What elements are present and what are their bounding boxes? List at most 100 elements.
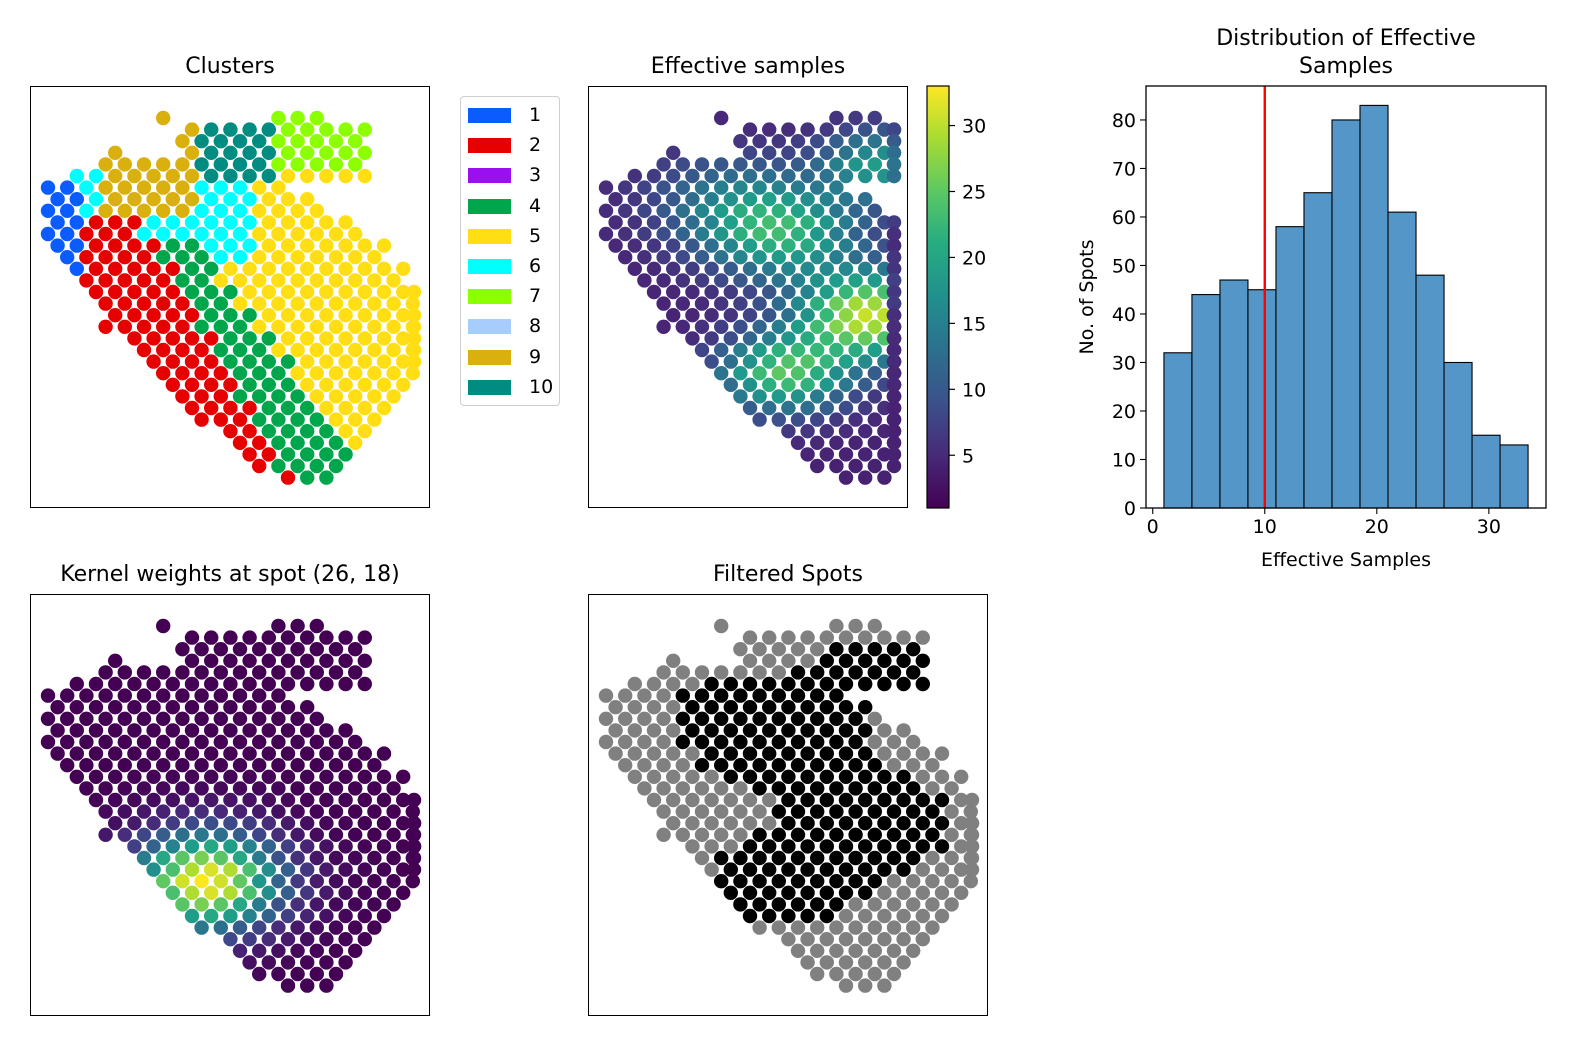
cluster-spot	[127, 331, 142, 346]
filtered-spot	[608, 700, 623, 715]
effective-spot	[608, 192, 623, 207]
filtered-spot	[675, 758, 690, 773]
cluster-spot	[194, 412, 209, 427]
kernel-spot	[280, 792, 296, 808]
cluster-spot	[184, 215, 200, 230]
kernel-spot	[69, 723, 85, 738]
filtered-spot	[800, 885, 815, 900]
kernel-spot	[252, 966, 267, 982]
histogram-bar	[1415, 274, 1445, 509]
cluster-spot	[271, 319, 286, 334]
effective-spot	[858, 261, 873, 276]
cluster-spot	[232, 180, 248, 195]
cluster-spot	[396, 377, 411, 392]
legend-swatch	[468, 319, 511, 335]
filtered-spot	[771, 642, 786, 657]
effective-spot	[714, 273, 729, 288]
cluster-spot	[386, 296, 401, 311]
cluster-spot	[184, 192, 200, 207]
filtered-spot	[944, 781, 959, 796]
kernel-spot	[280, 653, 296, 668]
filtered-spot	[771, 688, 786, 703]
filtered-spot	[800, 723, 815, 738]
cluster-spot	[290, 389, 305, 404]
kernel-spot	[328, 943, 344, 958]
effective-spot	[810, 342, 825, 358]
filtered-spot	[771, 874, 786, 889]
kernel-spot	[406, 850, 422, 866]
cluster-spot	[300, 400, 315, 416]
effective-spot	[762, 331, 777, 346]
effective-spot	[838, 331, 854, 346]
filtered-spot	[790, 850, 806, 866]
filtered-spot	[752, 920, 767, 935]
effective-spot	[771, 412, 786, 427]
effective-spot	[819, 400, 834, 416]
cluster-spot	[136, 157, 152, 172]
cluster-spot	[213, 366, 228, 381]
cluster-spot	[338, 331, 353, 346]
kernel-spot	[184, 792, 200, 808]
filtered-spot	[819, 676, 834, 692]
filtered-spot	[790, 758, 806, 773]
kernel-spot	[290, 711, 305, 726]
effective-spot	[762, 400, 777, 416]
filtered-spot	[867, 781, 882, 796]
cluster-spot	[108, 168, 123, 184]
effective-spot	[886, 377, 902, 392]
filtered-spot	[656, 734, 671, 750]
cluster-spot	[271, 110, 286, 126]
kernel-spot	[88, 723, 104, 738]
effective-spot	[742, 331, 758, 346]
cluster-spot	[59, 180, 75, 195]
cluster-spot	[242, 145, 257, 160]
kernel-spot	[165, 723, 180, 738]
kernel-spot	[290, 943, 305, 958]
kernel-spot	[348, 758, 363, 773]
effective-spot	[790, 435, 806, 450]
filtered-spot	[838, 630, 854, 645]
kernel-spot	[280, 978, 296, 993]
filtered-spot	[906, 665, 921, 680]
cluster-spot	[261, 377, 276, 392]
cluster-spot	[348, 296, 363, 311]
filtered-spot	[800, 653, 815, 668]
cluster-spot	[261, 284, 276, 300]
filtered-spot	[867, 642, 882, 657]
cluster-spot	[194, 203, 209, 218]
effective-spot	[646, 238, 662, 253]
cluster-spot	[213, 412, 228, 427]
effective-spot	[771, 157, 786, 172]
cluster-spot	[357, 122, 372, 137]
cluster-spot	[396, 331, 411, 346]
cluster-spot	[280, 192, 296, 207]
legend-label: 7	[529, 285, 542, 308]
effective-spot	[781, 122, 796, 137]
cluster-spot	[328, 342, 344, 358]
filtered-spot	[915, 816, 930, 831]
filtered-spot	[714, 758, 729, 773]
kernel-spot	[376, 746, 392, 761]
filtered-spot	[694, 758, 710, 773]
effective-spot	[685, 284, 700, 300]
effective-spot	[771, 342, 786, 358]
effective-samples-spots	[598, 110, 902, 485]
cluster-spot	[165, 284, 180, 300]
filtered-spot	[848, 665, 863, 680]
filtered-spot	[906, 734, 921, 750]
kernel-spot	[386, 804, 401, 819]
kernel-spot	[136, 804, 152, 819]
filtered-spot	[848, 711, 863, 726]
filtered-spot	[848, 943, 863, 958]
effective-spot	[790, 342, 806, 358]
filtered-spot	[954, 839, 969, 854]
filtered-spot	[915, 862, 930, 877]
filtered-spot	[848, 618, 863, 634]
filtered-spot	[896, 862, 911, 877]
filtered-spot	[819, 885, 834, 900]
kernel-spot	[175, 642, 190, 657]
filtered-spot	[781, 908, 796, 924]
cluster-spot	[213, 134, 228, 149]
cluster-spot	[300, 168, 315, 184]
cluster-spot	[319, 424, 334, 439]
